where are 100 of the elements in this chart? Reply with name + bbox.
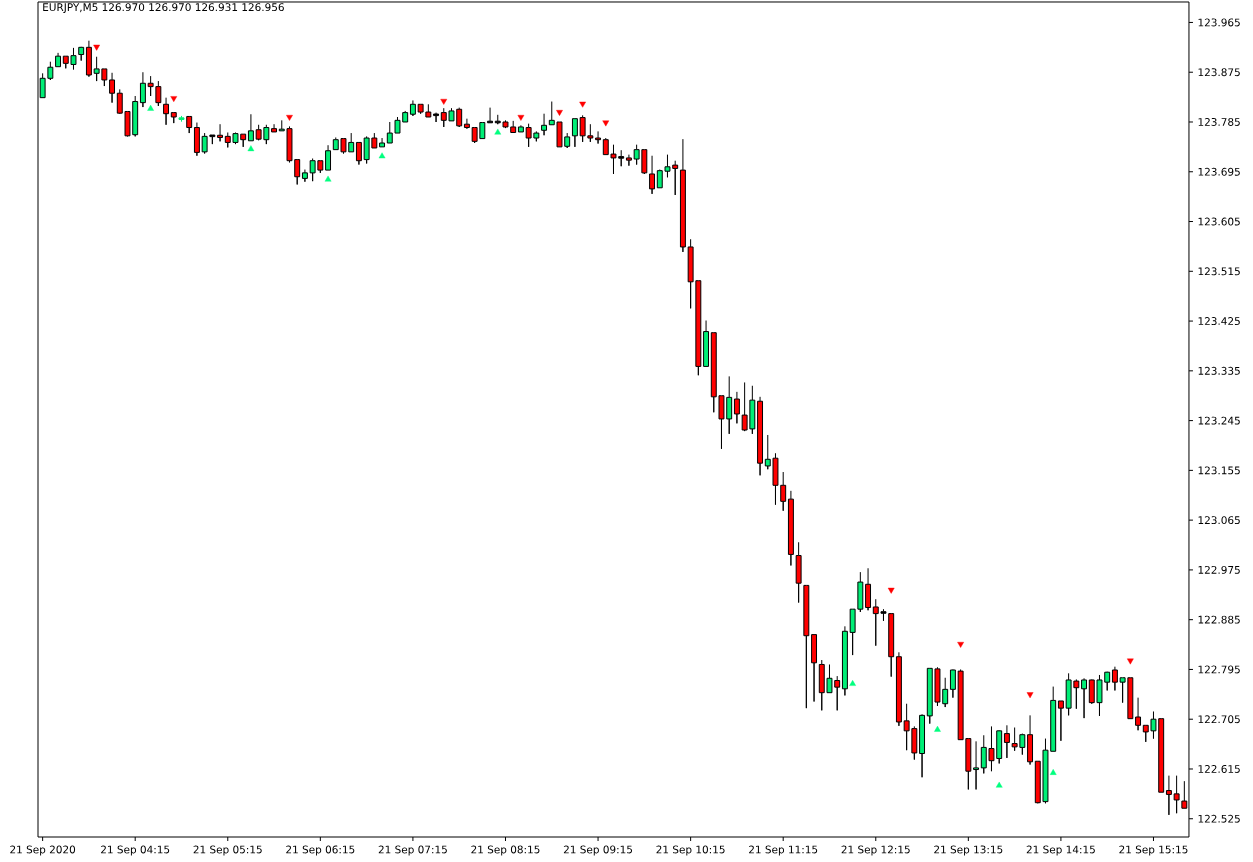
candlestick (811, 634, 818, 703)
y-tick-label: 122.885 (1198, 615, 1240, 624)
point (887, 587, 895, 594)
y-tick-label: 122.975 (1198, 565, 1240, 574)
candlestick (679, 138, 686, 253)
candlestick (193, 122, 200, 157)
candlestick (795, 541, 802, 604)
y-tick-label: 123.965 (1198, 18, 1240, 27)
x-tick-label: 21 Sep 08:15 (471, 845, 540, 856)
y-tick-label: 123.425 (1198, 317, 1240, 326)
point (517, 115, 525, 121)
candlestick (109, 72, 116, 104)
y-tick-label: 122.795 (1198, 665, 1240, 674)
candlestick (895, 651, 902, 727)
candlestick (301, 169, 308, 183)
candlestick (178, 115, 185, 122)
candlestick (163, 97, 170, 126)
candlestick (170, 112, 177, 124)
candlestick (541, 113, 548, 136)
y-tick-label: 123.785 (1198, 118, 1240, 126)
candlestick (186, 115, 193, 134)
y-tick-label: 122.615 (1198, 765, 1240, 773)
x-tick-label: 21 Sep 05:15 (193, 845, 262, 856)
candlestick (757, 396, 764, 476)
candlestick (841, 625, 848, 696)
y-tick-label: 123.605 (1198, 217, 1240, 226)
candlestick (247, 113, 254, 142)
candlestick (433, 112, 440, 123)
point (170, 96, 178, 103)
point (440, 98, 448, 105)
candlestick (571, 118, 578, 148)
candlestick (733, 391, 740, 424)
candlestick (803, 584, 810, 709)
x-tick-label: 21 Sep 07:15 (378, 845, 447, 856)
point (378, 152, 386, 159)
candlestick (1003, 724, 1010, 759)
candlestick (919, 713, 926, 778)
point (286, 115, 293, 121)
candlestick (949, 668, 956, 699)
point (849, 680, 856, 686)
point (1127, 658, 1134, 665)
candlestick (649, 155, 656, 195)
candlestick (625, 154, 632, 167)
candlestick (1057, 700, 1064, 742)
candlestick (379, 137, 386, 148)
candlestick (487, 107, 494, 124)
x-tick-label: 21 Sep 14:15 (1026, 845, 1095, 856)
candlestick (1081, 677, 1088, 719)
point (494, 128, 502, 135)
point (556, 110, 563, 116)
candlestick (409, 99, 416, 117)
point (247, 145, 255, 152)
x-tick-label: 21 Sep 11:15 (749, 845, 818, 856)
point (934, 725, 941, 732)
candlestick (595, 130, 602, 145)
y-tick-label: 122.705 (1198, 715, 1240, 724)
candlestick (217, 123, 224, 142)
candlestick (865, 567, 872, 611)
x-tick-label: 21 Sep 12:15 (841, 845, 910, 856)
candlestick (1027, 714, 1034, 766)
candlestick (463, 118, 470, 130)
x-tick-label: 21 Sep 04:15 (101, 845, 170, 856)
point (1026, 692, 1034, 699)
candlestick (78, 46, 85, 62)
candlestick (325, 144, 332, 171)
x-tick-label: 21 Sep 15:15 (1119, 845, 1188, 856)
candlestick (271, 123, 278, 133)
y-tick-label: 123.875 (1198, 68, 1240, 77)
x-tick-label: 21 Sep 13:15 (934, 845, 1003, 856)
point (93, 44, 100, 51)
y-tick-label: 123.335 (1198, 366, 1240, 375)
chart-title: EURJPY,M5 126.970 126.970 126.931 126.956 (43, 3, 284, 14)
candlestick (703, 320, 710, 367)
x-tick-label: 21 Sep 09:15 (563, 845, 633, 856)
x-tick-label: 21 Sep 06:15 (286, 845, 355, 856)
point (1049, 769, 1057, 775)
candlestick (1165, 775, 1172, 816)
y-tick-label: 123.245 (1198, 416, 1240, 425)
y-tick-label: 122.525 (1198, 814, 1240, 823)
candlestick (787, 490, 794, 566)
candlestick (355, 141, 362, 166)
candlestick (973, 740, 980, 790)
y-tick-label: 123.695 (1198, 167, 1240, 176)
candlestick (1135, 697, 1142, 731)
point (147, 104, 154, 111)
y-tick-label: 123.155 (1198, 466, 1240, 475)
candlestick (139, 71, 146, 108)
y-tick-label: 123.515 (1198, 267, 1240, 276)
x-tick-label: 21 Sep 2020 (10, 845, 76, 856)
point (602, 120, 610, 127)
point (957, 642, 964, 648)
y-tick-label: 123.065 (1198, 516, 1240, 525)
x-tick-label: 21 Sep 10:15 (656, 845, 725, 856)
candlestick (55, 52, 62, 68)
point (579, 101, 586, 108)
point (324, 175, 332, 182)
candlestick (1111, 666, 1118, 691)
candlestick (517, 124, 524, 133)
point (995, 781, 1003, 788)
candlestick (85, 40, 92, 78)
